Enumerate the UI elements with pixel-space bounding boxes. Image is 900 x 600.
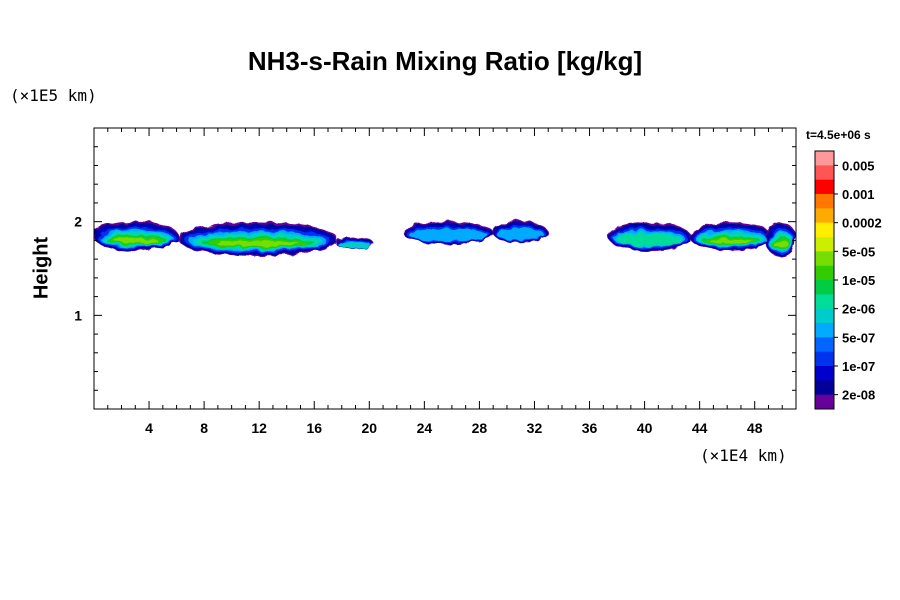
colorbar-label-3: 5e-05	[842, 244, 875, 259]
colorbar-swatch-7	[815, 251, 834, 266]
cell-7-level-9	[772, 241, 789, 247]
y-tick-label-1: 1	[74, 307, 82, 323]
cell-2-level-5	[339, 242, 371, 249]
colorbar-swatch-1	[815, 165, 834, 180]
cell-4-level-4	[496, 227, 544, 241]
colorbar-swatch-8	[815, 265, 834, 281]
x-tick-label-32: 32	[527, 420, 543, 436]
x-tick-label-12: 12	[251, 420, 267, 436]
colorbar-swatch-6	[815, 237, 834, 252]
x-tick-label-4: 4	[145, 420, 153, 436]
cell-3-level-4	[409, 228, 488, 242]
x-tick-label-16: 16	[306, 420, 322, 436]
colorbar-swatch-9	[815, 280, 834, 295]
colorbar-swatch-13	[815, 337, 834, 352]
cell-6-level-9	[709, 238, 752, 244]
chart-title: NH3-s-Rain Mixing Ratio [kg/kg]	[247, 46, 643, 76]
colorbar-label-2: 0.0002	[842, 216, 882, 231]
colorbar-label-7: 1e-07	[842, 359, 875, 374]
colorbar-label-5: 2e-06	[842, 302, 875, 317]
x-tick-label-40: 40	[637, 420, 653, 436]
cloud-cell-1	[177, 221, 338, 256]
colorbar-swatch-11	[815, 308, 834, 324]
y-axis-unit-label: (×1E5 km)	[10, 86, 97, 105]
colorbar-swatch-4	[815, 208, 834, 223]
x-tick-label-36: 36	[582, 420, 598, 436]
cloud-cell-4	[492, 220, 548, 244]
x-tick-label-24: 24	[417, 420, 433, 436]
x-tick-label-20: 20	[362, 420, 378, 436]
colorbar-swatch-2	[815, 179, 834, 195]
colorbar-swatch-5	[815, 222, 834, 238]
colorbar-swatch-15	[815, 366, 834, 381]
cloud-cell-0	[94, 221, 179, 252]
colorbar-label-1: 0.001	[842, 187, 875, 202]
colorbar-swatch-12	[815, 323, 834, 338]
colorbar-label-4: 1e-05	[842, 273, 875, 288]
cell-5-level-6	[617, 233, 682, 246]
colorbar-label-0: 0.005	[842, 158, 875, 173]
x-tick-label-48: 48	[747, 420, 763, 436]
colorbar-swatch-3	[815, 194, 834, 209]
cloud-cell-2	[335, 237, 374, 250]
x-tick-label-28: 28	[472, 420, 488, 436]
x-tick-label-8: 8	[200, 420, 208, 436]
cell-1-level-9	[217, 240, 299, 247]
colorbar: 0.005 0.001 0.0002 5e-05 1e-05 2e-06 5e-07 1e-0…	[814, 150, 882, 410]
time-label: t=4.5e+06 s	[806, 128, 871, 142]
cloud-cell-5	[607, 222, 691, 252]
colorbar-swatch-17	[815, 394, 834, 410]
colorbar-swatch-10	[815, 294, 834, 309]
cloud-cell-3	[402, 221, 495, 245]
x-tick-label-44: 44	[692, 420, 708, 436]
y-tick-label-2: 2	[74, 214, 82, 230]
x-axis-unit-label: (×1E4 km)	[700, 446, 787, 465]
cloud-cell-7	[765, 221, 796, 257]
colorbar-swatch-16	[815, 380, 834, 395]
colorbar-swatch-14	[815, 351, 834, 367]
cloud-cell-6	[689, 222, 773, 252]
plot-frame	[93, 127, 797, 410]
cloud-cells	[94, 220, 796, 257]
cell-0-level-9	[114, 238, 158, 244]
colorbar-label-6: 5e-07	[842, 330, 875, 345]
colorbar-swatch-0	[815, 151, 834, 166]
colorbar-label-8: 2e-08	[842, 388, 875, 403]
